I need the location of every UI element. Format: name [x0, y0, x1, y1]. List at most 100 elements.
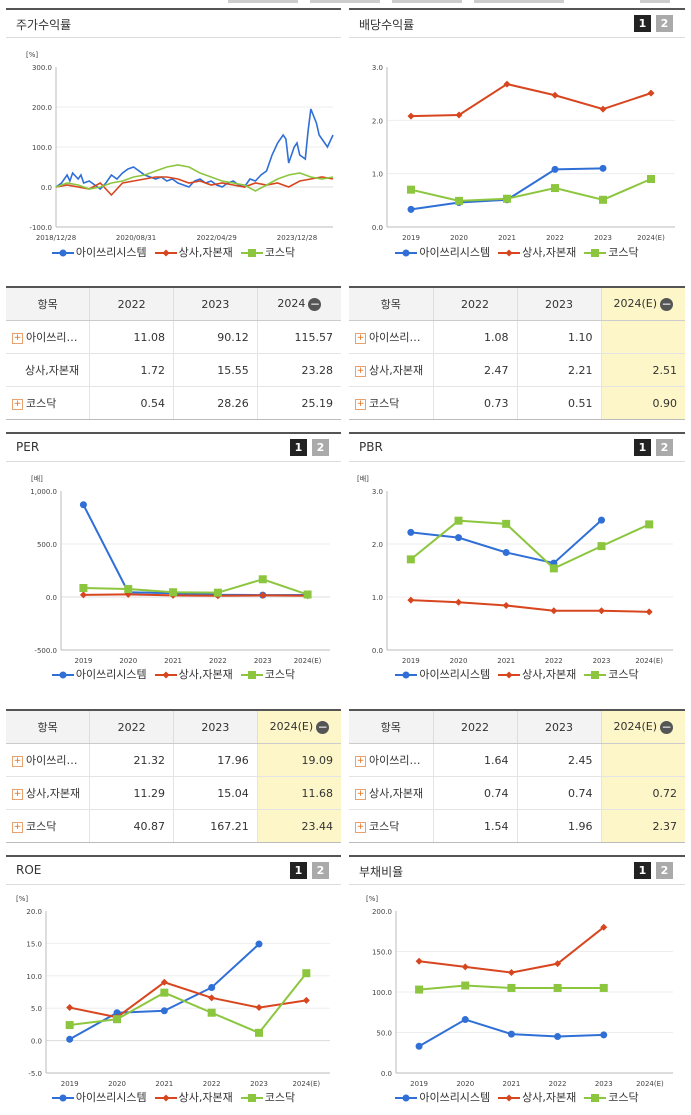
y-tick-label: 200.0	[372, 908, 392, 916]
row-label[interactable]: 상사,자본재	[6, 353, 90, 387]
table-cell: 40.87	[89, 809, 174, 842]
table-cell: 0.74	[432, 776, 517, 810]
legend: 아이쓰리시스템 상사,자본재 코스닥	[349, 1089, 685, 1105]
page-1-button[interactable]: 1	[634, 15, 651, 32]
data-point-sector	[407, 112, 415, 120]
expand-icon[interactable]: +	[355, 332, 366, 344]
data-point-sector	[647, 89, 655, 97]
column-header: 항목	[349, 288, 433, 321]
data-point-kosdaq	[599, 983, 608, 992]
debt-chart: 200.0 150.0 100.0 50.0 0.0 [%] 2019 2020 2021 202…	[366, 895, 673, 1088]
panel-title: 배당수익률	[359, 18, 415, 32]
page-1-button[interactable]: 1	[634, 862, 651, 879]
table-cell: 28.26	[173, 386, 258, 419]
collapse-icon[interactable]: −	[308, 296, 322, 311]
legend-item-kosdaq: 코스닥	[240, 1089, 296, 1105]
page-1-button[interactable]: 1	[290, 862, 307, 879]
legend-item-company: 아이쓰리시스템	[395, 666, 490, 682]
table-row: + 상사,자본재 11.29 15.04 11.68	[6, 776, 341, 810]
legend-swatch	[240, 249, 263, 257]
column-header: 2022	[432, 288, 517, 321]
data-point-kosdaq	[503, 194, 511, 203]
data-point-company	[600, 1031, 608, 1039]
row-label[interactable]: + 아이쓰리…	[349, 320, 433, 354]
legend-label: 상사,자본재	[178, 246, 233, 259]
y-tick-label: 100.0	[372, 989, 392, 997]
table-cell: 1.54	[432, 809, 517, 842]
x-tick-label: 2019	[402, 657, 420, 665]
data-point-kosdaq	[303, 590, 312, 599]
page-2-button[interactable]: 2	[312, 862, 329, 879]
expand-icon[interactable]: +	[12, 332, 23, 344]
data-point-company	[507, 1030, 515, 1038]
row-label[interactable]: + 상사,자본재	[349, 776, 433, 810]
x-tick-label: 2020/08/31	[116, 234, 156, 242]
row-label[interactable]: + 아이쓰리…	[349, 743, 433, 777]
data-point-sector	[455, 598, 462, 606]
row-label[interactable]: + 코스닥	[355, 820, 400, 833]
table-cell: 115.57	[256, 320, 341, 354]
collapse-icon[interactable]: −	[316, 719, 330, 734]
data-point-sector	[302, 996, 310, 1004]
row-label[interactable]: + 아이쓰리…	[6, 320, 90, 354]
data-point-kosdaq	[65, 1021, 74, 1030]
unit-label: [%]	[366, 895, 378, 903]
table-cell: 21.32	[89, 743, 174, 777]
data-point-company	[455, 534, 462, 542]
row-label[interactable]: + 코스닥	[355, 397, 400, 410]
page-1-button[interactable]: 1	[290, 439, 307, 456]
legend-item-sector: 상사,자본재	[498, 244, 576, 260]
table-cell: 15.55	[173, 353, 258, 387]
legend-label: 코스닥	[264, 1091, 296, 1104]
legend-item-company: 아이쓰리시스템	[51, 244, 147, 260]
page-2-button[interactable]: 2	[312, 439, 329, 456]
legend: 아이쓰리시스템 상사,자본재 코스닥	[6, 1089, 341, 1105]
legend-label: 상사,자본재	[522, 246, 577, 259]
expand-icon[interactable]: +	[355, 365, 366, 377]
expand-icon[interactable]: +	[12, 788, 23, 800]
y-tick-label: 15.0	[26, 940, 42, 948]
series-line-company	[82, 504, 308, 597]
y-tick-label: 10.0	[26, 973, 42, 981]
legend-swatch	[395, 249, 418, 257]
expand-icon[interactable]: +	[12, 398, 23, 410]
page-2-button[interactable]: 2	[656, 15, 673, 32]
table-cell: 0.72	[600, 776, 685, 810]
page-2-button[interactable]: 2	[656, 439, 673, 456]
y-tick-label: -100.0	[29, 224, 52, 232]
expand-icon[interactable]: +	[355, 755, 366, 767]
expand-icon[interactable]: +	[355, 788, 366, 800]
data-point-sector	[208, 994, 216, 1002]
table-cell: 0.73	[432, 386, 517, 419]
table-cell: 25.19	[256, 386, 341, 419]
expand-icon[interactable]: +	[355, 821, 366, 833]
expand-icon[interactable]: +	[12, 755, 23, 767]
row-label[interactable]: + 코스닥	[12, 820, 57, 833]
y-tick-label: 3.0	[372, 64, 383, 72]
row-label[interactable]: + 아이쓰리…	[6, 743, 90, 777]
unit-label: [배]	[357, 474, 369, 483]
row-label[interactable]: + 상사,자본재	[6, 776, 90, 810]
row-label[interactable]: + 코스닥	[12, 397, 57, 410]
legend-item-sector: 상사,자본재	[498, 666, 576, 682]
collapse-icon[interactable]: −	[660, 719, 674, 734]
expand-icon[interactable]: +	[12, 821, 23, 833]
expand-icon[interactable]: +	[355, 398, 366, 410]
data-point-sector	[160, 978, 168, 986]
legend-item-sector: 상사,자본재	[154, 666, 233, 682]
series-line-kosdaq	[83, 578, 308, 596]
panel-title: 주가수익률	[16, 18, 72, 32]
legend-swatch	[584, 249, 607, 257]
y-tick-label: 20.0	[26, 908, 42, 916]
table-cell: 17.96	[173, 743, 258, 777]
page-1-button[interactable]: 1	[634, 439, 651, 456]
row-label[interactable]: + 상사,자본재	[349, 353, 433, 387]
data-point-kosdaq	[507, 983, 516, 992]
y-tick-label: 300.0	[32, 64, 52, 72]
collapse-icon[interactable]: −	[660, 296, 674, 311]
data-point-company	[255, 940, 263, 948]
x-tick-label: 2022	[549, 1080, 567, 1088]
data-point-company	[407, 205, 415, 213]
page-2-button[interactable]: 2	[656, 862, 673, 879]
legend-swatch	[395, 1094, 418, 1102]
